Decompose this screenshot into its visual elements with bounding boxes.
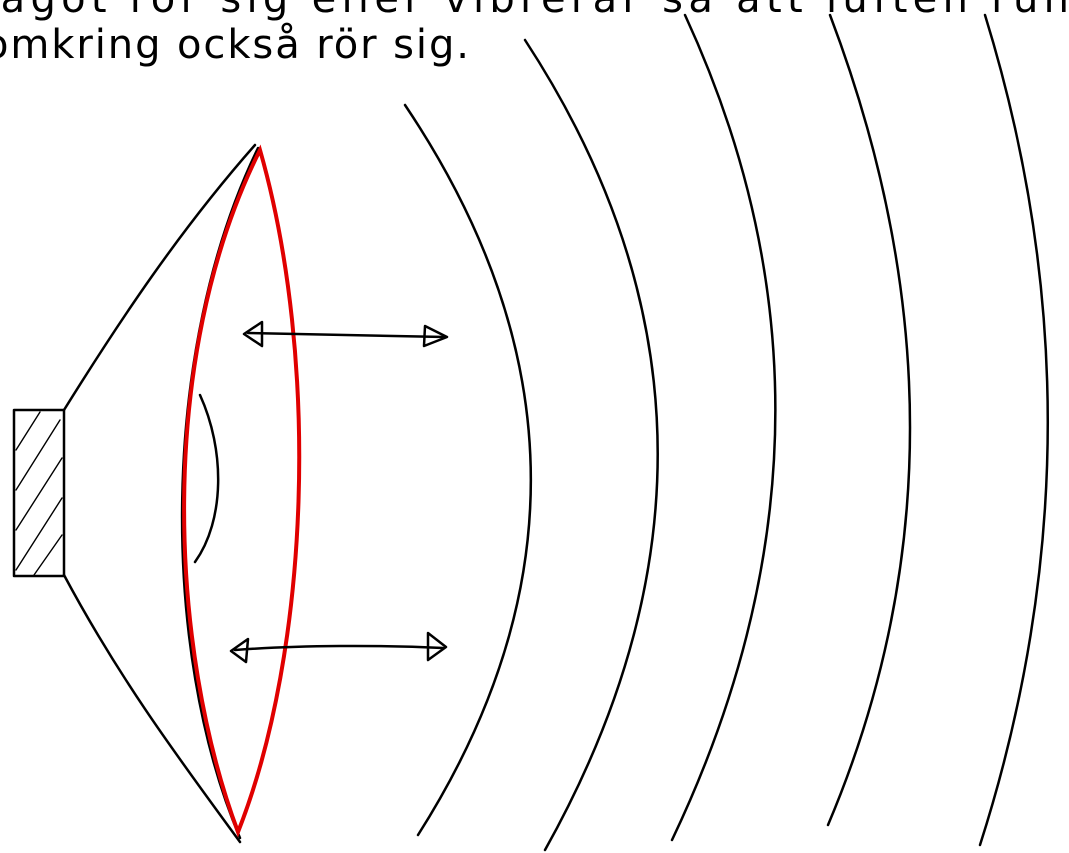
hatching (15, 411, 63, 576)
cone-bottom (62, 573, 242, 844)
cone-top (62, 143, 257, 412)
wave (978, 13, 1049, 847)
arrow (233, 644, 445, 652)
caption-line: omkring också rör sig. (0, 22, 469, 68)
speaker (12, 143, 302, 844)
caption-line: något rör sig eller vibrerar så att luft… (0, 0, 1069, 22)
wave (670, 13, 777, 842)
magnet (12, 408, 66, 578)
membrane (182, 144, 302, 838)
vibration-arrows (229, 320, 449, 664)
arrow (246, 331, 447, 339)
wave (403, 103, 533, 837)
sound-waves (403, 13, 1049, 852)
wave (523, 38, 659, 852)
dust-cap (193, 393, 220, 564)
arrow-heads (242, 320, 449, 348)
wave (826, 13, 912, 827)
arrow-heads (229, 631, 448, 664)
